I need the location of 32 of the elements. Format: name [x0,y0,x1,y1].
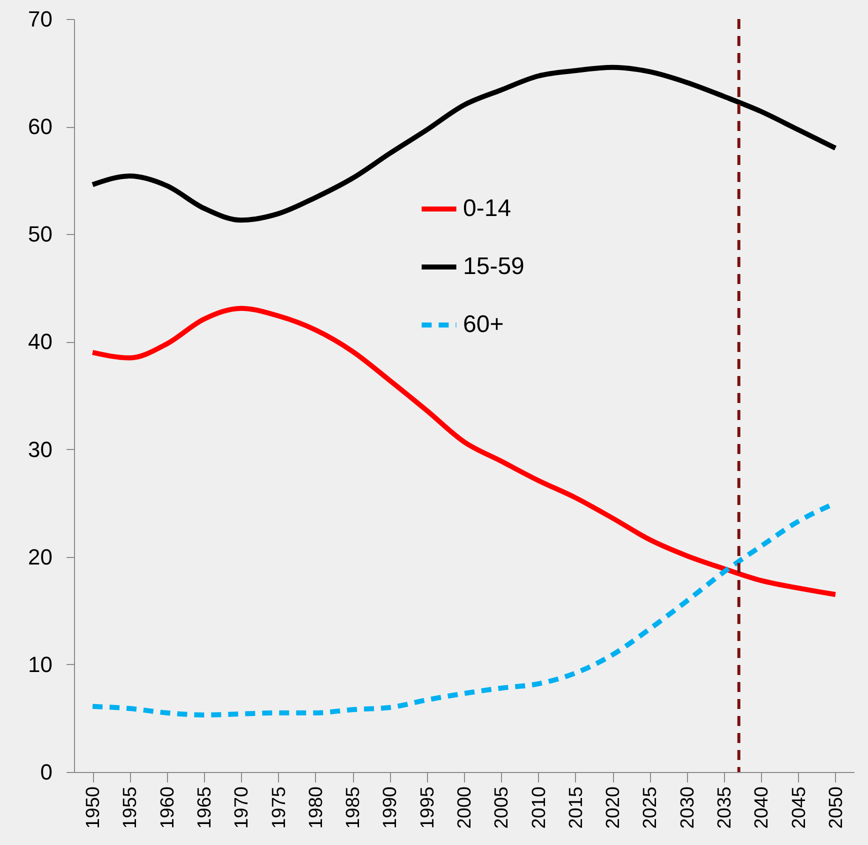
x-tick-label: 2005 [492,786,513,829]
y-tick-label: 60 [28,114,52,140]
x-tick-label: 2020 [603,786,624,829]
y-tick-label: 0 [40,760,52,784]
legend-label: 15-59 [463,253,524,280]
y-tick-label: 40 [28,329,52,354]
x-tick-label: 2030 [677,786,698,829]
x-tick-label: 1965 [194,786,216,829]
x-tick-label: 1960 [157,786,178,829]
x-tick-label: 2035 [714,786,736,829]
x-tick-label: 1950 [83,786,104,829]
x-tick-label: 2010 [528,786,550,829]
x-tick-label: 1995 [417,786,438,829]
x-tick-label: 2050 [826,786,847,829]
legend-label: 0-14 [463,195,512,222]
x-tick-label: 1990 [380,786,402,829]
x-tick-label: 2025 [640,786,662,829]
x-tick-label: 2000 [454,786,476,829]
y-tick-label: 20 [28,544,52,570]
x-tick-label: 1980 [306,786,327,829]
x-tick-label: 2040 [752,786,773,829]
y-tick-label: 30 [28,436,52,462]
y-tick-label: 50 [28,222,52,247]
x-tick-label: 2045 [788,786,810,829]
x-tick-label: 1985 [343,786,364,829]
y-tick-label: 70 [28,6,52,32]
legend-label: 60+ [463,311,504,338]
x-tick-label: 1970 [232,786,253,829]
x-tick-label: 1975 [268,786,290,829]
x-tick-label: 1955 [120,786,142,829]
y-tick-label: 10 [28,652,52,677]
x-tick-label: 2015 [566,786,587,829]
